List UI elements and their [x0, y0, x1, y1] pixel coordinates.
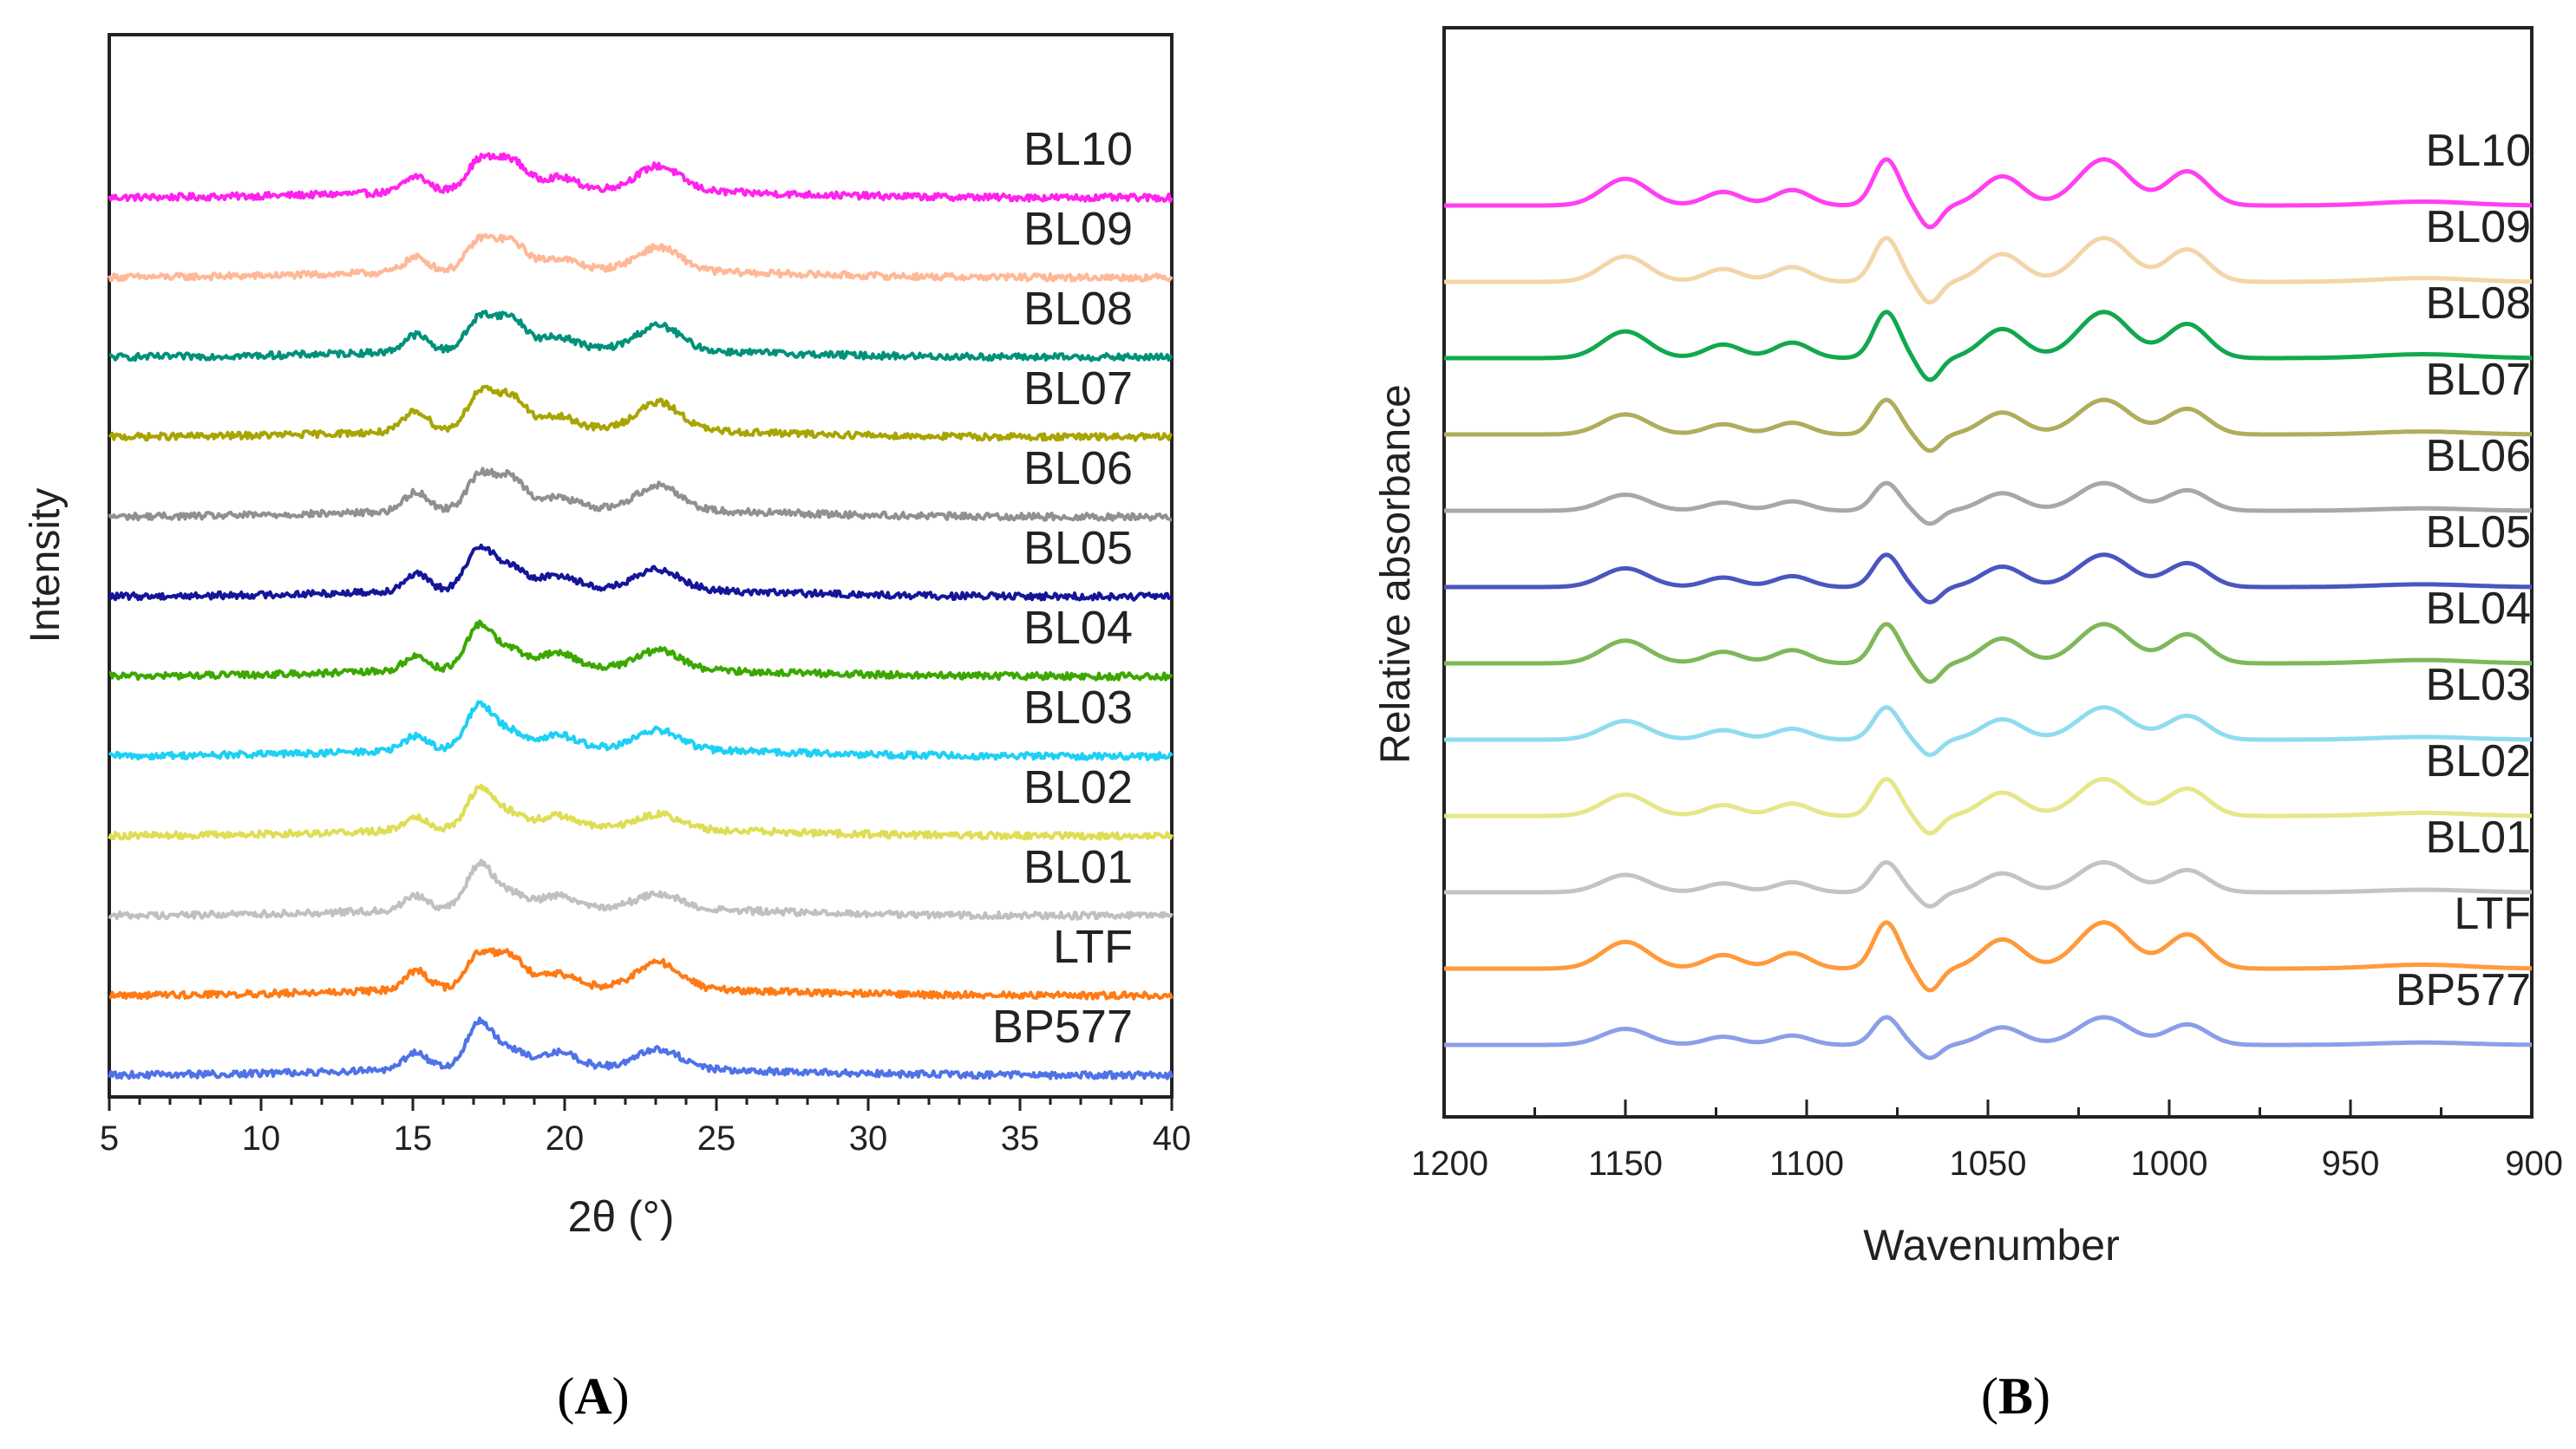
- panel-a-tick-label-15: 15: [394, 1119, 433, 1158]
- panel-a-series-label-bl03: BL03: [1023, 682, 1133, 734]
- panel-b-caption-open-paren: (: [1981, 1367, 1998, 1425]
- panel-a-tick-label-20: 20: [546, 1119, 585, 1158]
- panel-a-tick-label-5: 5: [100, 1119, 119, 1158]
- panel-b-line-bl10: [1443, 157, 2533, 230]
- panel-b-series-lines: [1443, 157, 2533, 1061]
- panel-b-series-label-bl09: BL09: [2426, 202, 2531, 252]
- panel-a-caption: (A): [557, 1367, 629, 1425]
- panel-b-line-bl08: [1443, 310, 2533, 382]
- panel-a-x-ticks: [108, 1097, 1174, 1111]
- panel-b-caption-close-paren: ): [2033, 1367, 2050, 1425]
- panel-a-series-lines: [108, 152, 1174, 1080]
- panel-b-series-label-bl06: BL06: [2426, 431, 2531, 481]
- panel-b-series-label-bl03: BL03: [2426, 660, 2531, 710]
- panel-a-series-label-bl02: BL02: [1023, 761, 1133, 813]
- panel-a-series-label-bl09: BL09: [1023, 203, 1133, 255]
- panel-b-tick-label-900: 900: [2505, 1145, 2563, 1183]
- panel-b-series-label-bl01: BL01: [2426, 813, 2531, 863]
- panel-b-line-bl07: [1443, 397, 2533, 454]
- panel-a-x-tick-labels: 5 10 15 20 25 30 35 40: [100, 1119, 1191, 1158]
- panel-b-series-label-ltf: LTF: [2454, 889, 2531, 939]
- panel-a-series-label-ltf: LTF: [1053, 921, 1133, 973]
- panel-a-caption-close-paren: ): [612, 1367, 630, 1425]
- panel-b-x-ticks: [1442, 1100, 2534, 1117]
- panel-b-line-bl01: [1443, 859, 2533, 909]
- panel-a-series-label-bl07: BL07: [1023, 362, 1133, 414]
- panel-b-tick-label-1150: 1150: [1588, 1145, 1663, 1183]
- panel-b-series-label-bl08: BL08: [2426, 278, 2531, 329]
- panel-b-y-axis-label: Relative absorbance: [1373, 384, 1419, 764]
- panel-b-tick-label-1050: 1050: [1950, 1145, 2027, 1183]
- panel-b-series-label-bl10: BL10: [2426, 126, 2531, 176]
- panel-a-y-axis-label: Intensity: [23, 488, 69, 643]
- panel-a-line-bl02: [108, 783, 1174, 841]
- panel-a-series-label-bl05: BL05: [1023, 522, 1133, 574]
- panel-a-line-bl08: [108, 310, 1174, 362]
- panel-a-tick-label-10: 10: [242, 1119, 281, 1158]
- panel-a-tick-label-30: 30: [849, 1119, 888, 1158]
- panel-a-series-labels: BL10 BL09 BL08 BL07 BL06 BL05 BL04 BL03 BL02 BL01…: [992, 123, 1133, 1053]
- panel-b-series-labels: BL10 BL09 BL08 BL07 BL06 BL05 BL04 BL03 BL02 BL01…: [2396, 126, 2531, 1015]
- panel-b-caption: (B): [1981, 1367, 2050, 1425]
- panel-b-tick-label-1100: 1100: [1769, 1145, 1844, 1183]
- panel-a-tick-label-40: 40: [1153, 1119, 1192, 1158]
- panel-b-tick-label-950: 950: [2322, 1145, 2380, 1183]
- panel-b-tick-label-1200: 1200: [1411, 1145, 1488, 1183]
- panel-a-series-label-bl10: BL10: [1023, 123, 1133, 175]
- panel-a-tick-label-35: 35: [1001, 1119, 1040, 1158]
- panel-b-series-label-bp577: BP577: [2396, 965, 2531, 1015]
- panel-b-line-bl02: [1443, 776, 2533, 836]
- panel-b-series-label-bl02: BL02: [2426, 736, 2531, 787]
- panel-b-line-bl09: [1443, 236, 2533, 305]
- panel-a-x-axis-label: 2θ (°): [568, 1192, 675, 1241]
- panel-a-line-bl09: [108, 232, 1174, 283]
- panel-a-series-label-bl04: BL04: [1023, 602, 1133, 654]
- panel-a-xrd-chart: BL10 BL09 BL08 BL07 BL06 BL05 BL04 BL03 BL02 BL01…: [23, 33, 1191, 1425]
- panel-a-tick-label-25: 25: [697, 1119, 736, 1158]
- panel-a-line-bl06: [108, 467, 1173, 522]
- panel-a-series-label-bl08: BL08: [1023, 283, 1133, 335]
- panel-b-line-bl05: [1443, 552, 2533, 604]
- panel-a-caption-letter: A: [574, 1367, 611, 1425]
- panel-b-ftir-chart: BL10 BL09 BL08 BL07 BL06 BL05 BL04 BL03 BL02 BL01…: [1373, 26, 2563, 1425]
- panel-b-caption-letter: B: [1998, 1367, 2033, 1425]
- panel-b-x-axis-label: Wavenumber: [1863, 1221, 2119, 1270]
- panel-a-line-bl01: [108, 858, 1174, 921]
- panel-a-line-bp577: [108, 1016, 1174, 1080]
- panel-a-series-label-bp577: BP577: [992, 1001, 1133, 1053]
- panel-b-series-label-bl07: BL07: [2426, 355, 2531, 405]
- panel-a-line-bl03: [108, 700, 1174, 761]
- panel-a-plot-frame: [108, 33, 1174, 1099]
- panel-a-line-bl05: [108, 543, 1173, 602]
- panel-b-tick-label-1000: 1000: [2131, 1145, 2208, 1183]
- panel-b-line-bl03: [1443, 705, 2533, 757]
- panel-b-x-tick-labels: 1200 1150 1100 1050 1000 950 900: [1411, 1145, 2563, 1183]
- panel-a-line-ltf: [108, 947, 1174, 1001]
- panel-a-series-label-bl01: BL01: [1023, 841, 1133, 893]
- panel-b-series-label-bl04: BL04: [2426, 584, 2531, 634]
- panel-a-series-label-bl06: BL06: [1023, 442, 1133, 494]
- panel-b-series-label-bl05: BL05: [2426, 507, 2531, 558]
- panel-a-line-bl04: [108, 619, 1174, 682]
- panel-a-line-bl10: [108, 152, 1174, 203]
- panel-b-line-bp577: [1443, 1015, 2533, 1061]
- panel-b-line-bl04: [1443, 622, 2533, 684]
- panel-a-caption-open-paren: (: [557, 1367, 574, 1425]
- panel-b-line-ltf: [1443, 920, 2533, 993]
- panel-b-line-bl06: [1443, 480, 2533, 526]
- panel-a-line-bl07: [108, 384, 1173, 442]
